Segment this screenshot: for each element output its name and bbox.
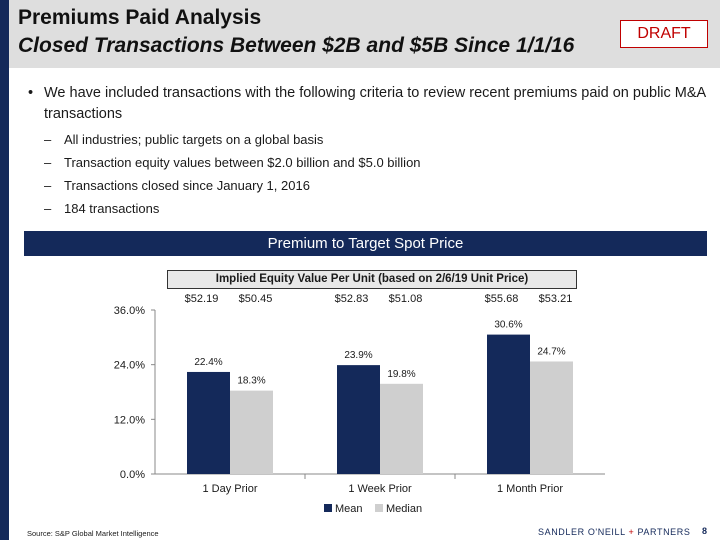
bullet-sub-text: Transaction equity values between $2.0 b… bbox=[64, 155, 421, 170]
left-accent-bar bbox=[0, 0, 9, 540]
bar-median bbox=[530, 361, 573, 474]
y-tick-label: 12.0% bbox=[114, 414, 145, 426]
bullet-dot-icon: • bbox=[28, 85, 34, 101]
legend-swatch bbox=[375, 504, 383, 512]
logo-plus: + bbox=[628, 527, 635, 537]
implied-value: $52.19 bbox=[185, 293, 219, 305]
dash-icon: – bbox=[44, 155, 52, 170]
logo-text-right: PARTNERS bbox=[637, 527, 691, 537]
dash-icon: – bbox=[44, 132, 52, 147]
implied-value: $53.21 bbox=[539, 293, 573, 305]
bar-mean bbox=[337, 365, 380, 474]
page-subtitle: Closed Transactions Between $2B and $5B … bbox=[18, 34, 575, 57]
bar-mean bbox=[487, 334, 530, 474]
y-tick-label: 0.0% bbox=[120, 469, 145, 481]
page-title: Premiums Paid Analysis bbox=[18, 6, 262, 29]
legend-swatch bbox=[324, 504, 332, 512]
implied-value: $52.83 bbox=[335, 293, 369, 305]
bar-median bbox=[380, 383, 423, 474]
dash-icon: – bbox=[44, 178, 52, 193]
implied-value: $50.45 bbox=[239, 293, 273, 305]
source-note: Source: S&P Global Market Intelligence bbox=[27, 529, 159, 538]
criteria-list: • We have included transactions with the… bbox=[24, 83, 714, 217]
x-tick-label: 1 Week Prior bbox=[348, 483, 412, 495]
bullet-sub-text: Transactions closed since January 1, 201… bbox=[64, 178, 310, 193]
dash-icon: – bbox=[44, 201, 52, 216]
bullet-sub: –184 transactions bbox=[24, 200, 714, 217]
bar-median bbox=[230, 390, 273, 474]
implied-value-header: Implied Equity Value Per Unit (based on … bbox=[167, 270, 577, 289]
data-label: 23.9% bbox=[344, 350, 372, 361]
data-label: 24.7% bbox=[537, 346, 565, 357]
bullet-sub: – All industries; public targets on a glo… bbox=[24, 131, 714, 148]
section-banner: Premium to Target Spot Price bbox=[24, 231, 707, 256]
firm-logo: SANDLER O'NEILL + PARTNERS bbox=[538, 527, 690, 537]
bullet-main-text: We have included transactions with the f… bbox=[44, 85, 706, 122]
premium-bar-chart: 0.0% 12.0% 24.0% 36.0% 22.4% $52.19 18.3% $50.4… bbox=[114, 293, 605, 515]
y-tick-label: 24.0% bbox=[114, 360, 145, 372]
implied-value: $51.08 bbox=[389, 293, 423, 305]
draft-badge: DRAFT bbox=[620, 20, 708, 48]
bullet-sub: – Transactions closed since January 1, 20… bbox=[24, 177, 714, 194]
title-band bbox=[9, 0, 720, 68]
bullet-sub-text: 184 transactions bbox=[64, 201, 160, 216]
y-tick-label: 36.0% bbox=[114, 305, 145, 317]
bar-mean bbox=[187, 371, 230, 474]
bullet-sub-text: All industries; public targets on a glob… bbox=[64, 132, 324, 147]
bullet-sub: – Transaction equity values between $2.0 … bbox=[24, 154, 714, 171]
x-tick-label: 1 Day Prior bbox=[202, 483, 257, 495]
logo-text-left: SANDLER O'NEILL bbox=[538, 527, 626, 537]
legend-label: Mean bbox=[335, 503, 363, 515]
bullet-main: • We have included transactions with the… bbox=[24, 83, 714, 125]
x-tick-label: 1 Month Prior bbox=[497, 483, 563, 495]
data-label: 30.6% bbox=[494, 320, 522, 331]
page-number: 8 bbox=[702, 526, 708, 536]
data-label: 18.3% bbox=[237, 376, 265, 387]
data-label: 22.4% bbox=[194, 357, 222, 368]
data-label: 19.8% bbox=[387, 369, 415, 380]
legend-label: Median bbox=[386, 503, 422, 515]
implied-value: $55.68 bbox=[485, 293, 519, 305]
